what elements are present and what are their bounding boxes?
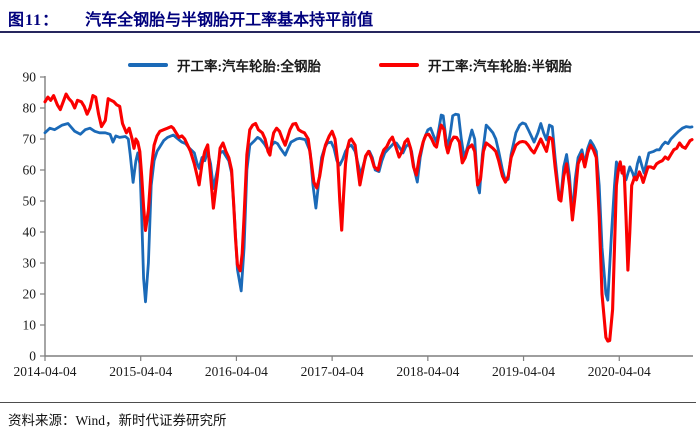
y-tick-label: 40	[23, 225, 37, 240]
legend-label-full-steel: 开工率:汽车轮胎:全钢胎	[177, 59, 321, 74]
series-line-semi-steel	[43, 92, 694, 343]
x-tick-label: 2015-04-04	[109, 364, 172, 379]
y-tick-label: 10	[23, 318, 37, 333]
x-tick-label: 2018-04-04	[396, 364, 459, 379]
title-divider	[0, 31, 700, 33]
full-steel-line-swatch	[128, 63, 168, 67]
x-tick-label: 2017-04-04	[301, 364, 364, 379]
figure-title: 汽车全钢胎与半钢胎开工率基本持平前值	[85, 12, 374, 29]
y-tick-label: 60	[23, 163, 37, 178]
figure-header: 图11： 汽车全钢胎与半钢胎开工率基本持平前值	[8, 6, 373, 30]
y-tick-label: 50	[23, 194, 37, 209]
chart-legend: 开工率:汽车轮胎:全钢胎 开工率:汽车轮胎:半钢胎	[0, 55, 700, 75]
legend-item-full-steel: 开工率:汽车轮胎:全钢胎	[128, 55, 321, 75]
x-tick-label: 2019-04-04	[492, 364, 555, 379]
y-tick-label: 20	[23, 287, 37, 302]
legend-label-semi-steel: 开工率:汽车轮胎:半钢胎	[428, 59, 572, 74]
legend-item-semi-steel: 开工率:汽车轮胎:半钢胎	[379, 55, 572, 75]
x-tick-label: 2016-04-04	[205, 364, 268, 379]
x-tick-label: 2020-04-04	[588, 364, 651, 379]
semi-steel-line-swatch	[379, 63, 419, 67]
y-tick-label: 80	[23, 101, 37, 116]
y-tick-label: 30	[23, 256, 37, 271]
source-note: 资料来源：Wind，新时代证券研究所	[8, 413, 227, 428]
source-divider	[0, 402, 696, 403]
y-tick-label: 70	[23, 132, 37, 147]
y-tick-label: 0	[29, 349, 36, 364]
x-tick-label: 2014-04-04	[14, 364, 77, 379]
series-line-full-steel	[43, 112, 694, 304]
figure-number: 图11：	[8, 12, 60, 29]
